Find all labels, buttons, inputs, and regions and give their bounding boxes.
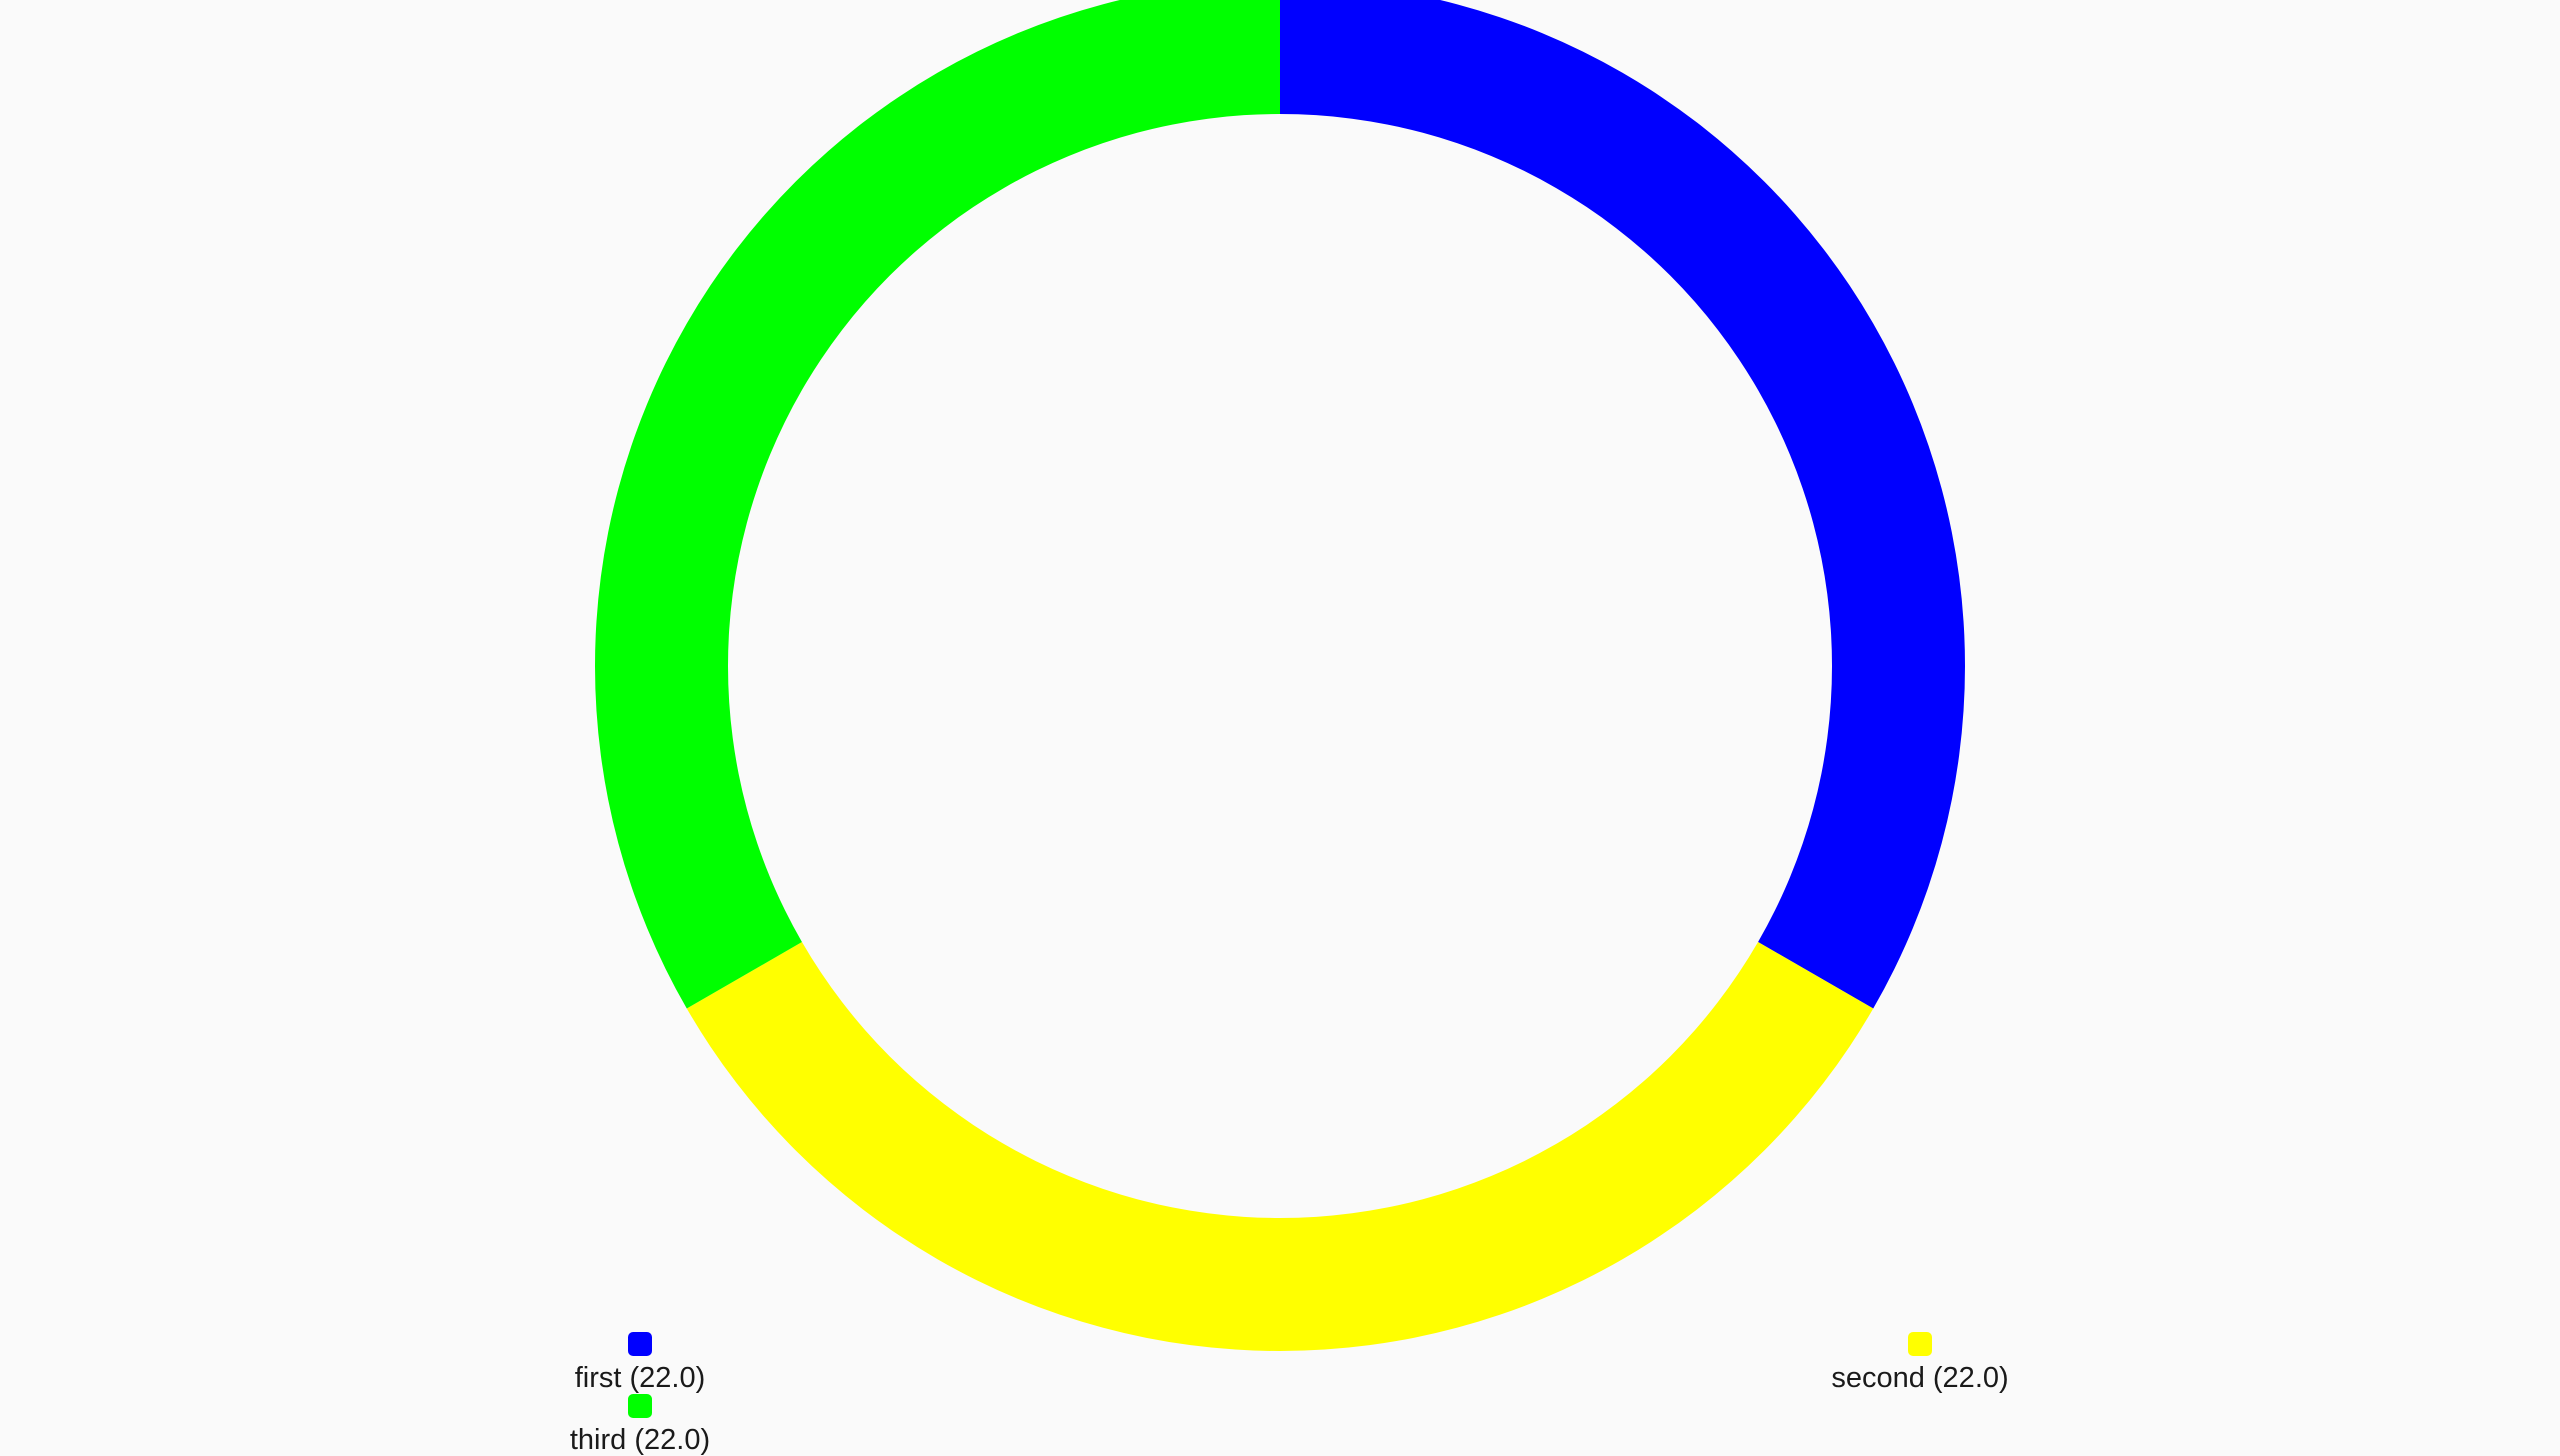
slice-first <box>1280 0 1965 1009</box>
slice-second <box>686 942 1874 1351</box>
legend: first (22.0) second (22.0) third (22.0) <box>570 1332 2009 1456</box>
legend-swatch-second <box>1908 1332 1932 1356</box>
legend-item-third: third (22.0) <box>570 1394 710 1456</box>
legend-label-first: first (22.0) <box>575 1362 706 1394</box>
legend-swatch-third <box>628 1394 652 1418</box>
legend-item-first: first (22.0) <box>575 1332 706 1394</box>
legend-label-third: third (22.0) <box>570 1424 710 1456</box>
donut-slices <box>595 0 1965 1351</box>
legend-item-second: second (22.0) <box>1831 1332 2009 1394</box>
legend-swatch-first <box>628 1332 652 1356</box>
slice-third <box>595 0 1280 1009</box>
legend-label-second: second (22.0) <box>1831 1362 2008 1394</box>
